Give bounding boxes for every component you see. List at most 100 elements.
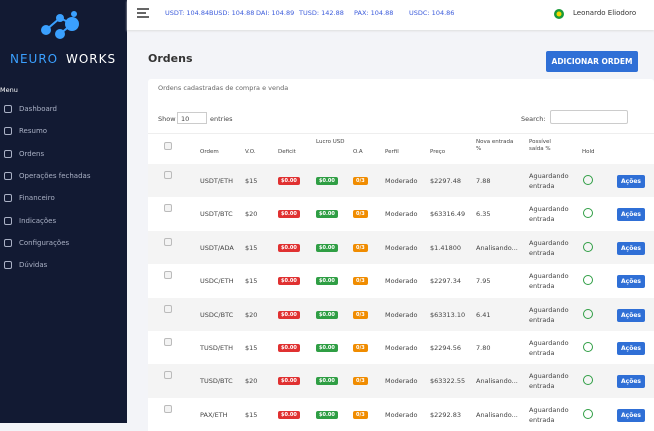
row-checkbox[interactable]	[164, 171, 172, 179]
badge: $0.00	[316, 410, 338, 419]
flag	[554, 9, 564, 19]
search-input[interactable]	[550, 110, 628, 124]
table-row	[148, 197, 654, 231]
exit-status: Aguardando entrada	[529, 372, 569, 391]
row-checkbox[interactable]	[164, 237, 172, 246]
entries-select[interactable]: 10	[177, 112, 207, 124]
badge: $0.00	[278, 410, 300, 419]
logo-icon	[41, 11, 79, 39]
badge: $0.00	[278, 277, 300, 286]
column-header[interactable]: O.A	[353, 149, 363, 155]
cell: $20	[245, 377, 258, 386]
actions-button[interactable]: Ações	[617, 241, 645, 255]
column-header[interactable]: Hold	[582, 149, 595, 155]
add-button[interactable]: ADICIONAR ORDEM	[546, 51, 638, 72]
badge: $0.00	[316, 310, 338, 319]
column-header[interactable]: Nova entrada %	[476, 139, 514, 152]
column-header[interactable]: Deficit	[278, 149, 296, 155]
menu-icon	[4, 194, 12, 203]
actions-button[interactable]: Ações	[617, 342, 645, 355]
badge: $0.00	[278, 310, 300, 319]
cell: 7.80	[476, 344, 491, 352]
cell: Moderado	[385, 243, 418, 252]
cell: PAX/ETH	[200, 410, 228, 419]
hold-icon	[583, 308, 593, 319]
cell: Moderado	[385, 410, 418, 419]
menu-item[interactable]: Configurações	[19, 238, 70, 247]
exit-status: Aguardando entrada	[529, 339, 569, 357]
actions-button[interactable]: Ações	[617, 175, 645, 188]
actions-button[interactable]: Ações	[617, 208, 645, 222]
menu-item[interactable]: Dúvidas	[19, 261, 48, 270]
cell: USDT/BTC	[200, 210, 233, 219]
menu-item[interactable]: Dashboard	[19, 105, 57, 113]
column-header[interactable]: Ordem	[200, 149, 219, 155]
column-header[interactable]: Lucro USD	[316, 139, 345, 145]
table-row	[148, 164, 654, 198]
cell: $2297.34	[430, 277, 462, 286]
actions-button[interactable]: Ações	[617, 375, 645, 389]
exit-status: Aguardando entrada	[529, 272, 569, 291]
cell: $20	[245, 310, 258, 319]
row-checkbox[interactable]	[164, 304, 172, 313]
actions-button[interactable]: Ações	[617, 308, 645, 322]
badge: 0/3	[353, 177, 368, 185]
cell: $15	[245, 410, 258, 419]
cell: $15	[245, 277, 258, 286]
divider	[148, 133, 654, 134]
hamburger[interactable]	[137, 8, 149, 18]
badge: 0/3	[353, 243, 368, 252]
table-row	[148, 297, 654, 331]
cell: TUSD/ETH	[200, 344, 234, 352]
menu-item[interactable]: Indicações	[19, 216, 57, 225]
cell: Analisando...	[476, 377, 518, 386]
ticker: PAX: 104.88	[354, 9, 394, 17]
column-header[interactable]: V.O.	[245, 149, 256, 155]
header-checkbox[interactable]	[164, 142, 172, 150]
badge: 0/3	[353, 344, 368, 352]
menu-item[interactable]: Resumo	[19, 127, 48, 136]
row-checkbox[interactable]	[164, 371, 172, 380]
badge: $0.00	[278, 377, 300, 386]
cell: $63313.10	[430, 310, 466, 319]
badge: $0.00	[278, 344, 300, 352]
row-checkbox[interactable]	[164, 271, 172, 280]
badge: 0/3	[353, 310, 368, 319]
column-header[interactable]: Perfil	[385, 149, 399, 155]
cell: $2294.56	[430, 344, 462, 352]
hold-icon	[583, 275, 593, 286]
cell: $15	[245, 344, 258, 352]
table-row	[148, 364, 654, 398]
table-row	[148, 264, 654, 298]
row-checkbox[interactable]	[164, 404, 172, 413]
exit-status: Aguardando entrada	[529, 405, 569, 424]
logo-left: NEURO	[10, 52, 59, 66]
hold-icon	[583, 208, 593, 219]
menu-item[interactable]: Financeiro	[19, 194, 55, 203]
cell: USDC/ETH	[200, 277, 234, 286]
badge: $0.00	[316, 344, 338, 352]
actions-button[interactable]: Ações	[617, 275, 645, 289]
menu-icon	[4, 105, 12, 113]
entries-label: entries	[210, 115, 233, 123]
user-name[interactable]: Leonardo Eliodoro	[573, 9, 637, 17]
menu-icon	[4, 127, 12, 136]
column-header[interactable]: Preço	[430, 149, 446, 155]
table-row	[148, 331, 654, 365]
ticker: USDT: 104.84	[165, 9, 210, 17]
row-checkbox[interactable]	[164, 338, 172, 346]
cell: $2297.48	[430, 177, 462, 185]
column-header[interactable]: Possível saída %	[529, 139, 551, 152]
row-checkbox[interactable]	[164, 204, 172, 213]
actions-button[interactable]: Ações	[617, 408, 645, 422]
badge: 0/3	[353, 277, 368, 286]
menu-item[interactable]: Operações fechadas	[19, 171, 91, 180]
menu-item[interactable]: Ordens	[19, 149, 45, 158]
cell: 7.95	[476, 277, 491, 286]
exit-status: Aguardando entrada	[529, 238, 569, 257]
badge: $0.00	[278, 210, 300, 219]
card: Ordens cadastradas de compra e venda Sho…	[148, 79, 654, 431]
exit-status: Aguardando entrada	[529, 305, 569, 324]
cell: 6.41	[476, 310, 491, 319]
cell: Analisando...	[476, 243, 518, 252]
